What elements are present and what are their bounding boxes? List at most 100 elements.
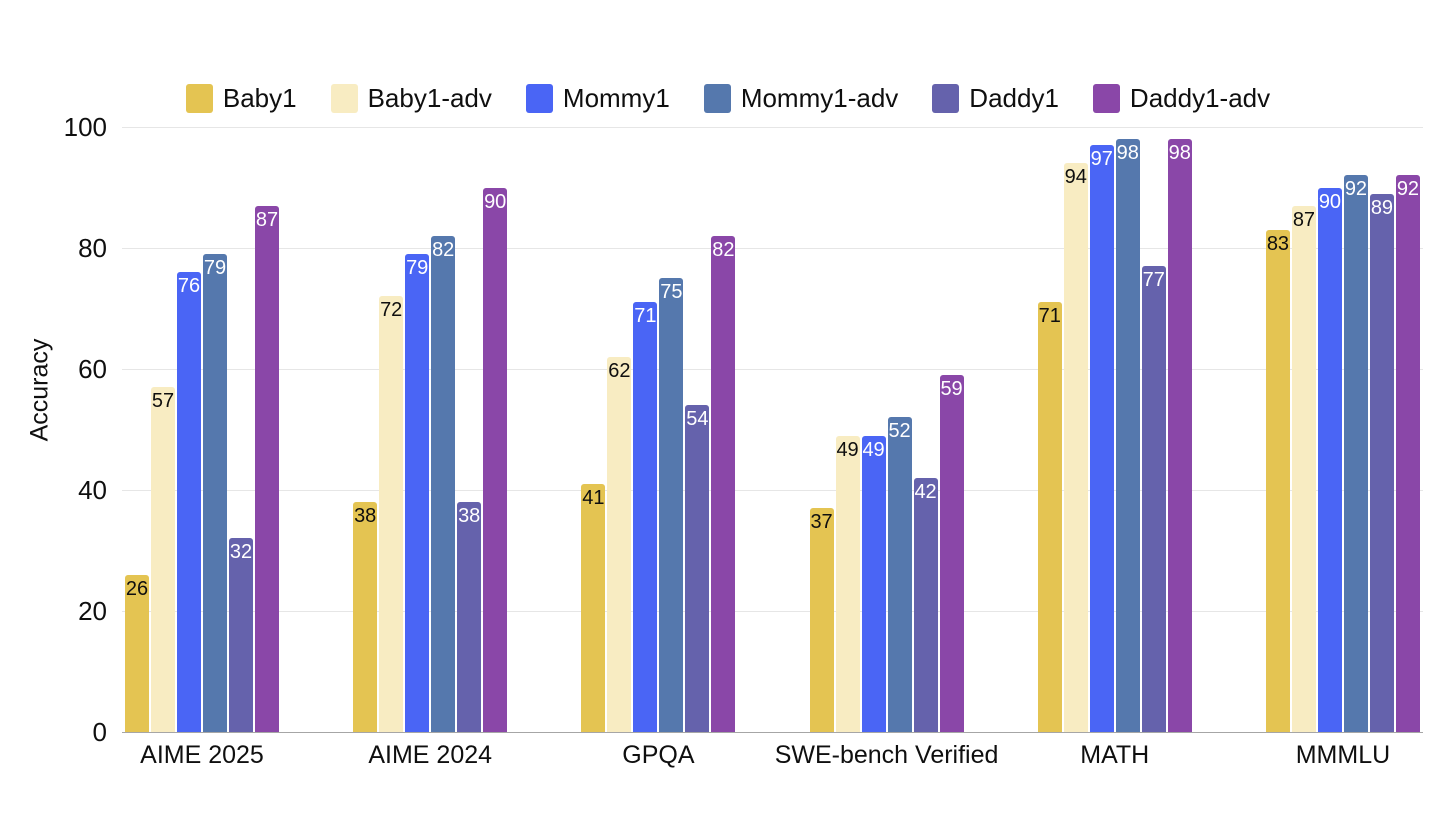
gridline xyxy=(122,611,1423,612)
bar: 62 xyxy=(607,356,632,732)
bar-value-label: 82 xyxy=(432,238,455,261)
bar: 26 xyxy=(125,574,149,732)
bar: 97 xyxy=(1089,145,1114,732)
legend-item: Baby1-adv xyxy=(330,83,492,113)
bar-value-label: 38 xyxy=(354,505,377,528)
bar-value-label: 97 xyxy=(1090,148,1113,171)
bar-group: 26 57 76 79 32 87 AIME 2025 xyxy=(125,127,279,769)
bar-value-label: 26 xyxy=(125,577,149,600)
bar: 79 xyxy=(405,254,430,732)
bar-value-label: 98 xyxy=(1116,142,1139,165)
legend-label: Daddy1-adv xyxy=(1129,83,1271,113)
bar-value-label: 98 xyxy=(1168,142,1191,165)
bar: 90 xyxy=(1317,187,1342,732)
legend-item: Baby1 xyxy=(185,83,297,113)
bar-value-label: 79 xyxy=(406,257,429,280)
bar-group: 38 72 79 82 38 90 AIME 2024 xyxy=(353,127,508,769)
bar-value-label: 54 xyxy=(686,408,709,431)
bar-value-label: 87 xyxy=(1292,208,1316,231)
y-tick-label: 20 xyxy=(78,596,107,626)
bar: 87 xyxy=(1291,205,1316,732)
x-tick-label: MMMLU xyxy=(1295,741,1391,769)
bar-group: 71 94 97 98 77 98 MATH xyxy=(1037,127,1192,769)
bar-groups: 26 57 76 79 32 87 AIME 2025 38 72 79 82 38 90 AIME 20… xyxy=(122,127,1423,769)
bar: 89 xyxy=(1369,193,1394,732)
bar: 38 xyxy=(457,502,482,732)
y-tick-label: 40 xyxy=(78,475,107,505)
bar-value-label: 32 xyxy=(229,541,253,564)
x-axis-baseline xyxy=(122,732,1423,733)
bar-value-label: 90 xyxy=(484,190,507,213)
bar: 94 xyxy=(1063,163,1088,732)
bar: 37 xyxy=(809,508,834,732)
bar-value-label: 90 xyxy=(1318,190,1342,213)
bar-value-label: 37 xyxy=(810,511,833,534)
x-tick-label: SWE-bench Verified xyxy=(774,741,999,769)
bar-group: 41 62 71 75 54 82 GPQA xyxy=(581,127,736,769)
legend: Baby1 Baby1-adv Mommy1 Mommy1-adv Daddy1 Dadd… xyxy=(0,83,1456,113)
bar: 49 xyxy=(835,435,860,732)
bar-value-label: 52 xyxy=(888,420,911,443)
legend-swatch xyxy=(525,83,553,113)
bar-value-label: 49 xyxy=(836,438,859,461)
gridline xyxy=(122,248,1423,249)
bar-value-label: 89 xyxy=(1370,196,1394,219)
bar: 79 xyxy=(203,254,227,732)
legend-label: Mommy1-adv xyxy=(740,83,899,113)
x-tick-label: AIME 2024 xyxy=(368,741,493,769)
bar: 42 xyxy=(913,477,938,732)
bar-value-label: 94 xyxy=(1064,166,1087,189)
bar: 77 xyxy=(1141,266,1166,732)
bar: 59 xyxy=(939,375,964,732)
bar: 92 xyxy=(1395,175,1420,732)
bar: 71 xyxy=(1037,302,1062,732)
legend-item: Daddy1 xyxy=(932,83,1059,113)
bar-value-label: 41 xyxy=(582,486,605,509)
bar-value-label: 76 xyxy=(177,275,201,298)
bar: 38 xyxy=(353,502,378,732)
bar-value-label: 71 xyxy=(634,305,657,328)
bar-value-label: 57 xyxy=(151,390,175,413)
legend-item: Mommy1-adv xyxy=(703,83,899,113)
bar: 92 xyxy=(1343,175,1368,732)
bar: 75 xyxy=(659,278,684,732)
bar-value-label: 72 xyxy=(380,299,403,322)
bar: 71 xyxy=(633,302,658,732)
bar: 90 xyxy=(483,187,508,732)
bar: 32 xyxy=(229,538,253,732)
legend-label: Baby1 xyxy=(222,83,297,113)
legend-swatch xyxy=(185,83,213,113)
bar: 41 xyxy=(581,483,606,732)
bar: 82 xyxy=(431,235,456,732)
bar-group: 37 49 49 52 42 59 SWE-bench Verified xyxy=(775,127,998,769)
bar-value-label: 77 xyxy=(1142,269,1165,292)
bar: 87 xyxy=(255,205,279,732)
gridline xyxy=(122,127,1423,128)
bar: 76 xyxy=(177,272,201,732)
bar-value-label: 59 xyxy=(940,378,963,401)
bar-value-label: 83 xyxy=(1266,232,1290,255)
bar: 82 xyxy=(711,235,736,732)
bar: 98 xyxy=(1115,139,1140,732)
legend-swatch xyxy=(1092,83,1120,113)
y-tick-label: 80 xyxy=(78,233,107,263)
gridline xyxy=(122,490,1423,491)
bar: 98 xyxy=(1167,139,1192,732)
bar: 57 xyxy=(151,387,175,732)
bar-value-label: 49 xyxy=(862,438,885,461)
y-axis-ticks: 0 20 40 60 80 100 xyxy=(0,114,107,745)
bar-value-label: 71 xyxy=(1038,305,1061,328)
x-tick-label: AIME 2025 xyxy=(140,741,264,769)
bar-value-label: 82 xyxy=(712,238,735,261)
bar-value-label: 79 xyxy=(203,257,227,280)
legend-swatch xyxy=(932,83,960,113)
legend-swatch xyxy=(703,83,731,113)
legend-label: Daddy1 xyxy=(969,83,1059,113)
y-tick-label: 60 xyxy=(78,354,107,384)
legend-item: Mommy1 xyxy=(525,83,670,113)
bar-value-label: 87 xyxy=(255,208,279,231)
bar-value-label: 92 xyxy=(1396,178,1420,201)
bar: 83 xyxy=(1265,229,1290,732)
x-tick-label: GPQA xyxy=(622,741,695,769)
